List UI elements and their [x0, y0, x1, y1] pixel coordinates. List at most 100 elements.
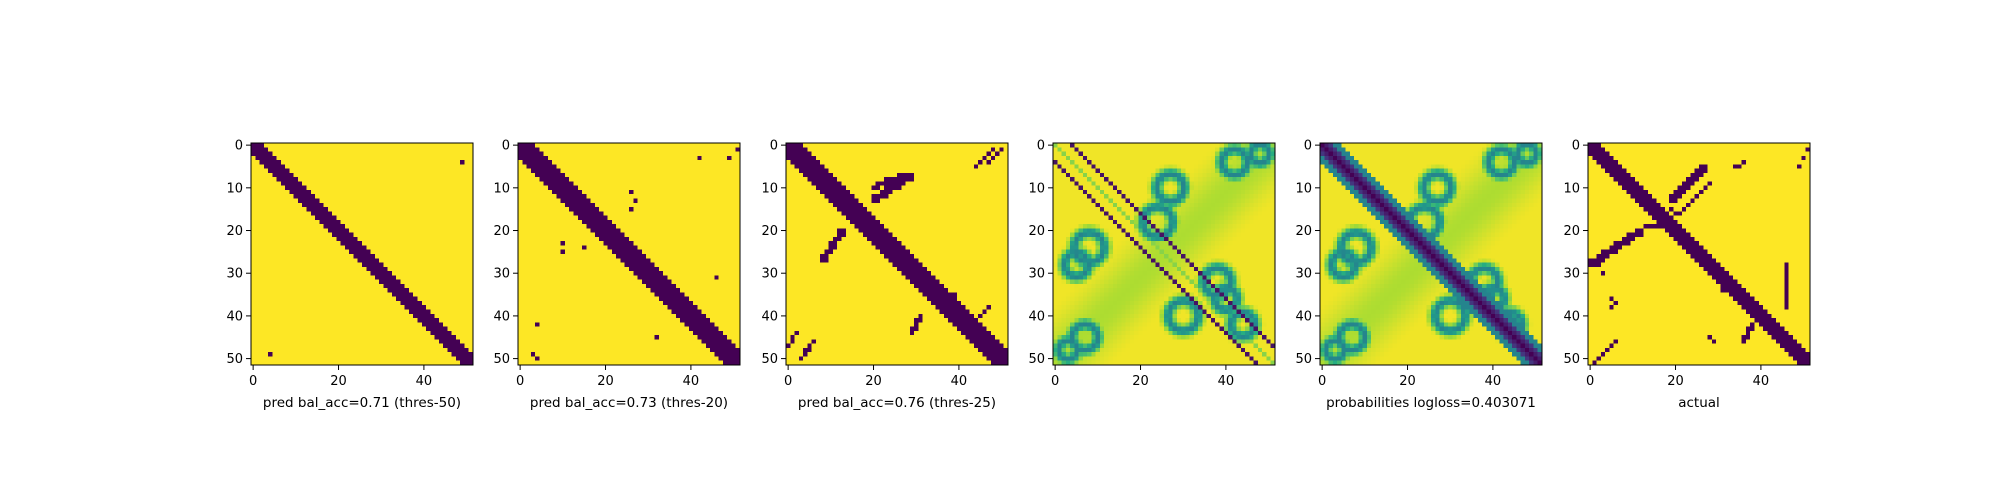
heatmap-cell [434, 232, 440, 238]
heatmap-cell [727, 236, 732, 242]
heatmap-cell [302, 194, 307, 199]
heatmap-cell [434, 202, 440, 208]
heatmap-cell [349, 177, 354, 182]
heatmap-cell [451, 360, 457, 366]
heatmap-cell [297, 177, 303, 182]
heatmap-cell [272, 151, 277, 157]
heatmap-cell [366, 296, 371, 302]
heatmap-cell [611, 254, 617, 259]
heatmap-cell [684, 322, 690, 327]
heatmap-cell [539, 198, 544, 204]
heatmap-cell [539, 219, 544, 225]
heatmap-cell [460, 262, 465, 268]
heatmap-cell [671, 288, 677, 293]
heatmap-cell [629, 143, 634, 148]
heatmap-cell [370, 343, 376, 349]
heatmap-cell [404, 356, 410, 362]
heatmap-cell [362, 262, 367, 268]
heatmap-cell [547, 313, 553, 319]
heatmap-cell [590, 177, 596, 182]
heatmap-cell [556, 232, 562, 238]
heatmap-cell [594, 245, 600, 251]
heatmap-cell [599, 249, 604, 255]
heatmap-cell [272, 143, 277, 148]
heatmap-cell [285, 232, 290, 238]
heatmap-cell [251, 215, 256, 221]
heatmap-cell [297, 360, 303, 366]
heatmap-cell [735, 249, 741, 255]
heatmap-cell [607, 262, 613, 268]
heatmap-cell [430, 330, 435, 336]
heatmap-cell [522, 318, 527, 323]
heatmap-cell [556, 271, 562, 276]
heatmap-cell [556, 288, 562, 293]
heatmap-cell [684, 194, 690, 199]
heatmap-cell [468, 305, 474, 310]
heatmap-cell [251, 343, 256, 349]
heatmap-cell [319, 339, 324, 344]
heatmap-cell [594, 160, 600, 165]
heatmap-cell [654, 228, 660, 233]
heatmap-cell [705, 283, 711, 289]
heatmap-cell [646, 313, 651, 319]
heatmap-cell [658, 266, 664, 272]
heatmap-cell [344, 181, 350, 187]
heatmap-cell [251, 241, 256, 246]
heatmap-cell [276, 326, 282, 332]
heatmap-cell [362, 198, 367, 204]
heatmap-cell [464, 147, 470, 152]
heatmap-cell [302, 305, 307, 310]
heatmap-cell [438, 232, 444, 238]
heatmap-cell [620, 313, 626, 319]
heatmap-cell [620, 326, 626, 332]
heatmap-cell [552, 172, 557, 178]
heatmap-cell [391, 356, 397, 362]
heatmap-cell [590, 202, 596, 208]
heatmap-cell [336, 313, 341, 319]
heatmap-cell [594, 241, 600, 246]
heatmap-cell [391, 177, 397, 182]
heatmap-cell [654, 245, 660, 251]
heatmap-cell [315, 241, 320, 246]
heatmap-cell [340, 275, 346, 280]
heatmap-cell [285, 305, 290, 310]
heatmap-cell [379, 164, 384, 169]
heatmap-cell [586, 143, 591, 148]
heatmap-cell [396, 211, 401, 216]
heatmap-cell [349, 241, 354, 246]
heatmap-cell [641, 177, 647, 182]
heatmap-cell [710, 228, 715, 233]
heatmap-cell [560, 172, 566, 178]
heatmap-cell [426, 352, 431, 357]
heatmap-cell [573, 228, 579, 233]
heatmap-cell [447, 279, 452, 285]
heatmap-cell [259, 352, 265, 357]
heatmap-cell [530, 258, 536, 263]
heatmap-cell [451, 232, 457, 238]
heatmap-cell [552, 249, 557, 255]
heatmap-cell [276, 147, 282, 152]
heatmap-cell [430, 283, 435, 289]
heatmap-cell [539, 245, 544, 251]
heatmap-cell [349, 189, 354, 195]
heatmap-cell [379, 241, 384, 246]
heatmap-cell [276, 322, 282, 327]
heatmap-cell [255, 160, 260, 165]
heatmap-cell [357, 164, 363, 169]
heatmap-cell [259, 215, 265, 221]
heatmap-cell [332, 164, 337, 169]
heatmap-cell [599, 322, 604, 327]
heatmap-cell [323, 232, 329, 238]
heatmap-cell [263, 245, 269, 251]
heatmap-cell [421, 198, 427, 204]
heatmap-cell [400, 164, 406, 169]
heatmap-cell [710, 300, 715, 306]
heatmap-cell [663, 224, 668, 229]
heatmap-cell [607, 288, 613, 293]
heatmap-cell [374, 339, 380, 344]
heatmap-cell [718, 271, 724, 276]
heatmap-cell [633, 241, 638, 246]
heatmap-cell [285, 330, 290, 336]
heatmap-cell [556, 292, 562, 298]
heatmap-cell [569, 271, 574, 276]
